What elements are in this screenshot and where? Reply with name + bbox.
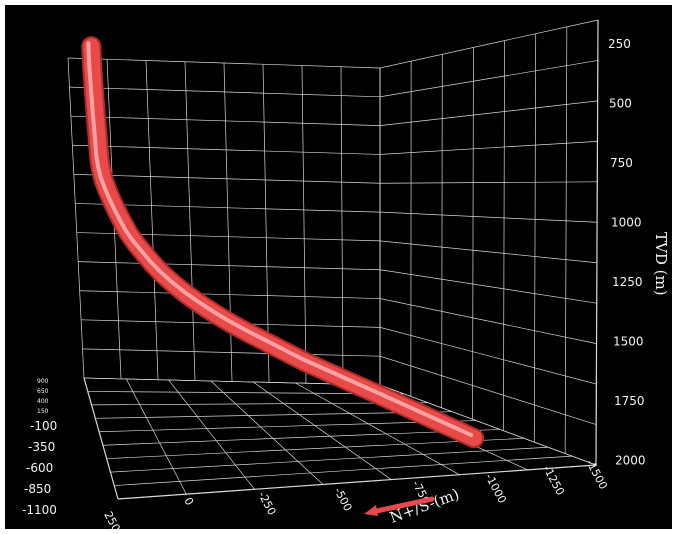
- grid-line: [110, 446, 549, 473]
- grid-line: [379, 327, 597, 385]
- grid-line: [145, 60, 159, 380]
- tvd-tick-label: 1750: [614, 394, 645, 408]
- ew-tick-label-small: 150: [37, 408, 49, 415]
- grid-line: [301, 65, 307, 384]
- grid-line: [340, 66, 344, 385]
- tvd-tick-label: 1250: [612, 275, 643, 289]
- grid-line: [106, 437, 525, 460]
- tvd-tick-label: 500: [609, 97, 632, 111]
- grid-line: [379, 298, 597, 344]
- grid-line: [72, 144, 381, 155]
- grid-line: [379, 60, 598, 98]
- grid-line: [73, 174, 381, 184]
- grid-line: [78, 261, 381, 271]
- grid-line: [184, 61, 196, 381]
- ew-tick-label: -600: [26, 461, 53, 475]
- tvd-tick-label: 750: [610, 156, 633, 170]
- ew-tick-label-small: 900: [37, 378, 49, 385]
- grid-line: [168, 379, 255, 490]
- grid-line: [252, 381, 392, 480]
- ew-tick-label: -100: [30, 419, 57, 433]
- grid-line: [67, 57, 85, 379]
- grid-line: [91, 402, 429, 406]
- ew-tick-label: -1100: [22, 503, 57, 517]
- trajectory-layer: [81, 36, 485, 449]
- tvd-tick-label: 250: [608, 37, 631, 51]
- grid-line: [79, 290, 381, 299]
- grid-line: [69, 86, 381, 98]
- north-arrow-icon: [369, 496, 435, 515]
- grid-line: [379, 19, 599, 69]
- grid-line: [379, 355, 597, 425]
- ew-tick-label-small: 650: [37, 388, 49, 395]
- ew-tick-label-small: 400: [37, 398, 49, 405]
- grid-layer: [67, 19, 599, 500]
- grid-line: [70, 115, 381, 126]
- grid-line: [379, 181, 598, 184]
- grid-line: [262, 64, 270, 383]
- trajectory-highlight: [86, 41, 474, 438]
- axis-edge: [83, 377, 119, 500]
- grid-line: [210, 380, 324, 485]
- grid-line: [125, 378, 187, 495]
- grid-line: [379, 100, 598, 126]
- axis-edge: [117, 464, 597, 500]
- grid-line: [67, 57, 381, 69]
- grid-line: [95, 411, 453, 419]
- grid-line: [379, 384, 597, 466]
- grid-line: [102, 429, 501, 446]
- ew-tick-label: -350: [28, 440, 55, 454]
- ew-tick-label: -850: [24, 482, 51, 496]
- grid-line: [441, 54, 443, 408]
- tvd-axis-title: TVD (m): [652, 232, 670, 296]
- grid-line: [99, 420, 477, 433]
- tvd-tick-label: 2000: [615, 454, 646, 468]
- grid-line: [533, 33, 537, 443]
- grid-line: [472, 47, 474, 420]
- grid-line: [379, 141, 598, 155]
- grid-line: [295, 382, 460, 476]
- grid-line: [114, 455, 573, 486]
- grid-line: [75, 203, 381, 213]
- grid-line: [503, 40, 505, 431]
- grid-line: [379, 240, 597, 264]
- grid-line: [379, 269, 597, 304]
- axis-edge: [595, 19, 599, 466]
- plot-background: [5, 5, 672, 529]
- north-arrow-head-icon: [364, 505, 378, 516]
- tvd-tick-label: 1500: [613, 335, 644, 349]
- grid-line: [82, 348, 381, 357]
- tvd-tick-label: 1000: [611, 216, 642, 230]
- grid-line: [379, 211, 598, 223]
- grid-line: [564, 26, 568, 454]
